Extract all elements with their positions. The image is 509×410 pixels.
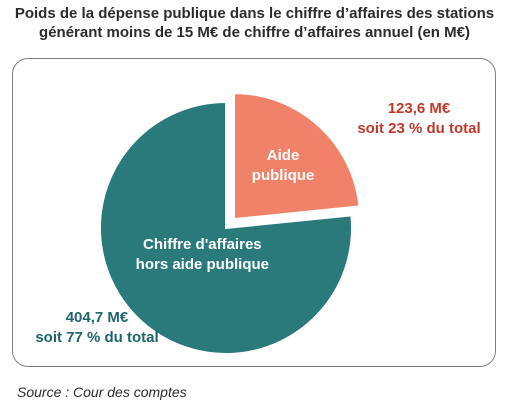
- slice-annotation-1-line-2: soit 23 % du total: [357, 120, 480, 137]
- slice-label-2: Chiffre d'affaires hors aide publique: [136, 236, 269, 273]
- slice-label-2-line-1: Chiffre d'affaires: [143, 236, 262, 253]
- chart-frame: [12, 58, 496, 367]
- slice-label-1-line-2: publique: [252, 167, 315, 184]
- chart-title-line-1: Poids de la dépense publique dans le chi…: [14, 5, 495, 22]
- slice-label-1: Aide publique: [252, 147, 315, 184]
- slice-annotation-2: 404,7 M€ soit 77 % du total: [35, 309, 158, 346]
- slice-label-1-line-1: Aide: [267, 147, 300, 164]
- pie-slice-1: [233, 92, 361, 221]
- slice-annotation-1-line-1: 123,6 M€: [388, 100, 451, 117]
- slice-annotation-2-line-1: 404,7 M€: [66, 309, 129, 326]
- chart-title-line-2: générant moins de 15 M€ de chiffre d’aff…: [39, 24, 470, 41]
- chart-title: Poids de la dépense publique dans le chi…: [0, 4, 509, 42]
- source-note: Source : Cour des comptes: [17, 384, 187, 400]
- pie-slice-2: [99, 100, 353, 355]
- slice-annotation-1: 123,6 M€ soit 23 % du total: [357, 100, 480, 137]
- slice-annotation-2-line-2: soit 77 % du total: [35, 329, 158, 346]
- slice-label-2-line-2: hors aide publique: [136, 256, 269, 273]
